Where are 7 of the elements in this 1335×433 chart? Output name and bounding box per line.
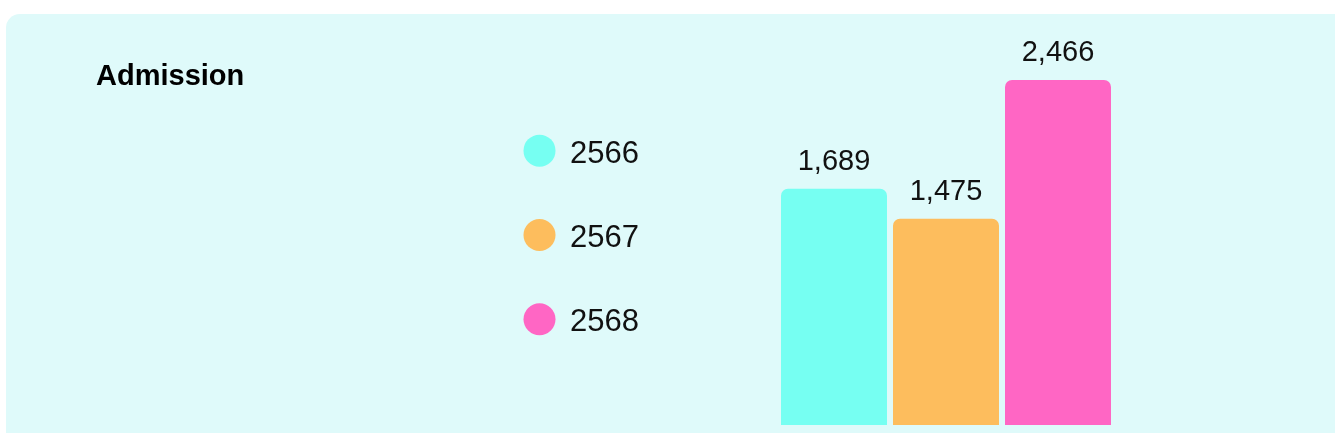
data-label: 2,466 (1021, 35, 1095, 67)
legend-label: 2567 (570, 219, 639, 255)
data-label: 1,689 (797, 143, 871, 176)
legend-label: 2566 (570, 134, 639, 170)
text: Admission (96, 59, 245, 92)
data-label: 1,475 (909, 173, 983, 206)
legend-label: 2568 (570, 303, 639, 339)
